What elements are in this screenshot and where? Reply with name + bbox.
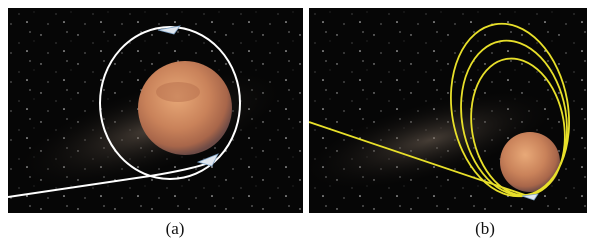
panel-label: (a)	[166, 219, 185, 238]
panel-a-image	[0, 8, 307, 219]
figure: (a) (b)	[0, 0, 592, 241]
panel-label: (b)	[475, 219, 495, 238]
panel-b-image	[284, 8, 587, 215]
